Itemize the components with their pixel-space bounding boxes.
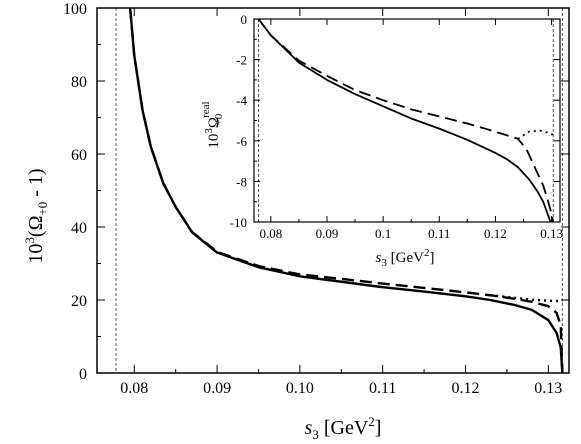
main-y-axis-label: 103(Ω+0 - 1) [22, 168, 50, 263]
main-y-tick-label: 60 [71, 147, 87, 164]
inset-background [254, 19, 560, 222]
inset-y-tick-label: 0 [241, 12, 248, 27]
inset-y-axis-label: 103Ωreal+0 [200, 101, 225, 148]
inset-y-tick-label: -8 [236, 174, 247, 189]
main-y-tick-label: 80 [71, 74, 87, 91]
main-x-tick-label: 0.09 [203, 380, 231, 397]
main-chart-marks [115, 8, 564, 373]
main-y-tick-label: 40 [71, 220, 87, 237]
main-x-tick-label: 0.08 [120, 380, 148, 397]
main-x-tick-label: 0.13 [534, 380, 562, 397]
inset-series-dotted-line [517, 129, 554, 140]
inset-series-solid-line [257, 19, 552, 222]
inset-x-tick-label: 0.08 [259, 226, 282, 241]
inset-y-tick-label: -2 [236, 53, 247, 68]
inset-x-tick-label: 0.09 [316, 226, 339, 241]
main-x-axis-label: s3 [GeV2] [305, 414, 382, 442]
inset-y-tick-label: -4 [236, 93, 247, 108]
main-series-dotted-line [490, 294, 563, 303]
inset-series-dashed-line [257, 19, 555, 222]
main-x-tick-label: 0.12 [451, 380, 479, 397]
inset-x-tick-label: 0.1 [375, 226, 391, 241]
inset-x-axis-label: s3 [GeV2] [376, 247, 435, 269]
inset-chart: 0.08 0.09 0.1 0.11 0.12 0.13 0 -2 -4 -6 -8 -10 103Ω… [200, 12, 563, 269]
main-series-dashed-line [128, 8, 564, 373]
main-y-tick-label: 20 [71, 293, 87, 310]
main-y-tick-label: 0 [79, 366, 87, 383]
inset-y-tick-label: -6 [236, 134, 247, 149]
inset-x-tick-label: 0.12 [484, 226, 507, 241]
main-x-tick-label: 0.11 [369, 380, 396, 397]
main-y-tick-label: 100 [63, 1, 87, 18]
inset-y-tick-label: -10 [230, 215, 247, 230]
inset-x-tick-label: 0.11 [428, 226, 450, 241]
inset-chart-marks [257, 19, 555, 222]
inset-axis-ticks: 0.08 0.09 0.1 0.11 0.12 0.13 0 -2 -4 -6 -8 -10 [230, 12, 563, 241]
main-x-tick-label: 0.10 [286, 380, 314, 397]
inset-x-tick-label: 0.13 [540, 226, 563, 241]
